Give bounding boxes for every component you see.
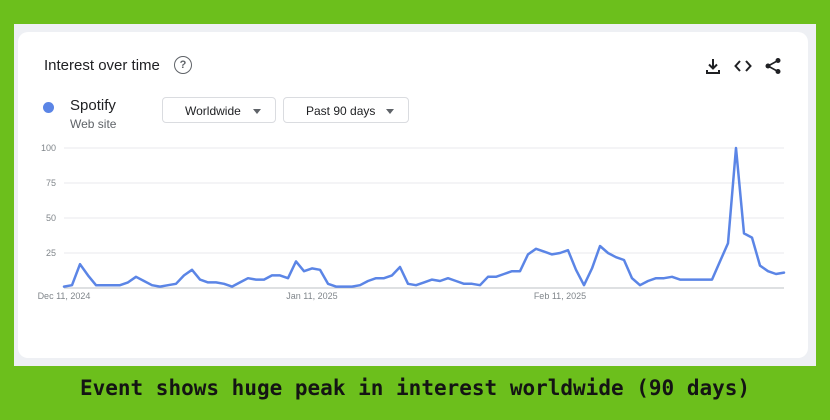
series-subtitle: Web site [70, 117, 117, 131]
embed-code-icon[interactable] [734, 57, 752, 75]
share-icon[interactable] [764, 57, 782, 75]
x-tick-label: Jan 11, 2025 [286, 291, 337, 301]
download-icon[interactable] [704, 57, 722, 75]
series-line [62, 146, 786, 288]
chevron-down-icon [386, 109, 394, 114]
y-tick-label: 25 [46, 248, 56, 258]
region-dropdown-label: Worldwide [185, 104, 241, 118]
series-name: Spotify [70, 97, 116, 114]
card-title: Interest over time [44, 57, 160, 74]
period-dropdown[interactable]: Past 90 days [283, 97, 409, 123]
chevron-down-icon [253, 109, 261, 114]
region-dropdown[interactable]: Worldwide [162, 97, 276, 123]
x-tick-label: Dec 11, 2024 [38, 291, 91, 301]
image-caption: Event shows huge peak in interest worldw… [79, 376, 751, 400]
x-tick-label: Feb 11, 2025 [534, 291, 586, 301]
y-tick-label: 100 [41, 143, 56, 153]
help-circle-icon[interactable]: ? [174, 56, 192, 74]
period-dropdown-label: Past 90 days [306, 104, 376, 118]
y-tick-label: 75 [46, 178, 56, 188]
y-tick-label: 50 [46, 213, 56, 223]
interest-over-time-card: Interest over time ? Spotify Web site Wo… [18, 32, 808, 358]
series-color-dot [43, 102, 54, 113]
